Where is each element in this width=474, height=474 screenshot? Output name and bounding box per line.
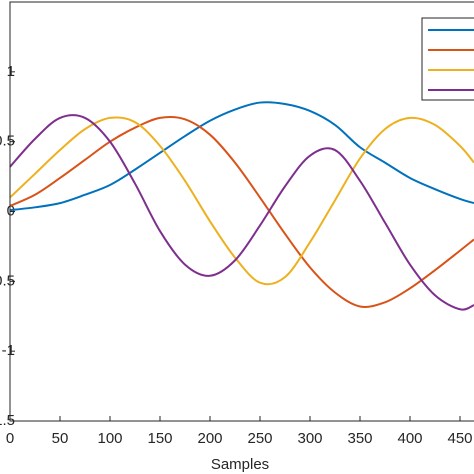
line-series	[9, 114, 474, 311]
x-tick-label: 350	[347, 430, 372, 447]
x-tick-label: 200	[197, 430, 222, 447]
x-axis-label: Samples	[211, 456, 269, 473]
x-tick-label: 100	[97, 430, 122, 447]
line-series	[9, 116, 474, 308]
x-tick-label: 250	[247, 430, 272, 447]
axes-box	[9, 1, 474, 422]
y-tick-label: -1.5	[0, 412, 15, 429]
line-series	[9, 116, 474, 286]
x-tick-label: 50	[52, 430, 69, 447]
y-tick-label: -0.5	[0, 272, 15, 289]
y-tick-label: 0.5	[0, 133, 15, 150]
x-tick-label: 0	[6, 430, 14, 447]
line-series	[9, 101, 474, 212]
x-tick-label: 450	[447, 430, 472, 447]
y-tick-label: -1	[2, 342, 15, 359]
x-tick-label: 400	[397, 430, 422, 447]
legend-box	[421, 17, 474, 101]
x-tick-label: 150	[147, 430, 172, 447]
x-tick-label: 300	[297, 430, 322, 447]
y-tick-label: 1	[7, 63, 15, 80]
